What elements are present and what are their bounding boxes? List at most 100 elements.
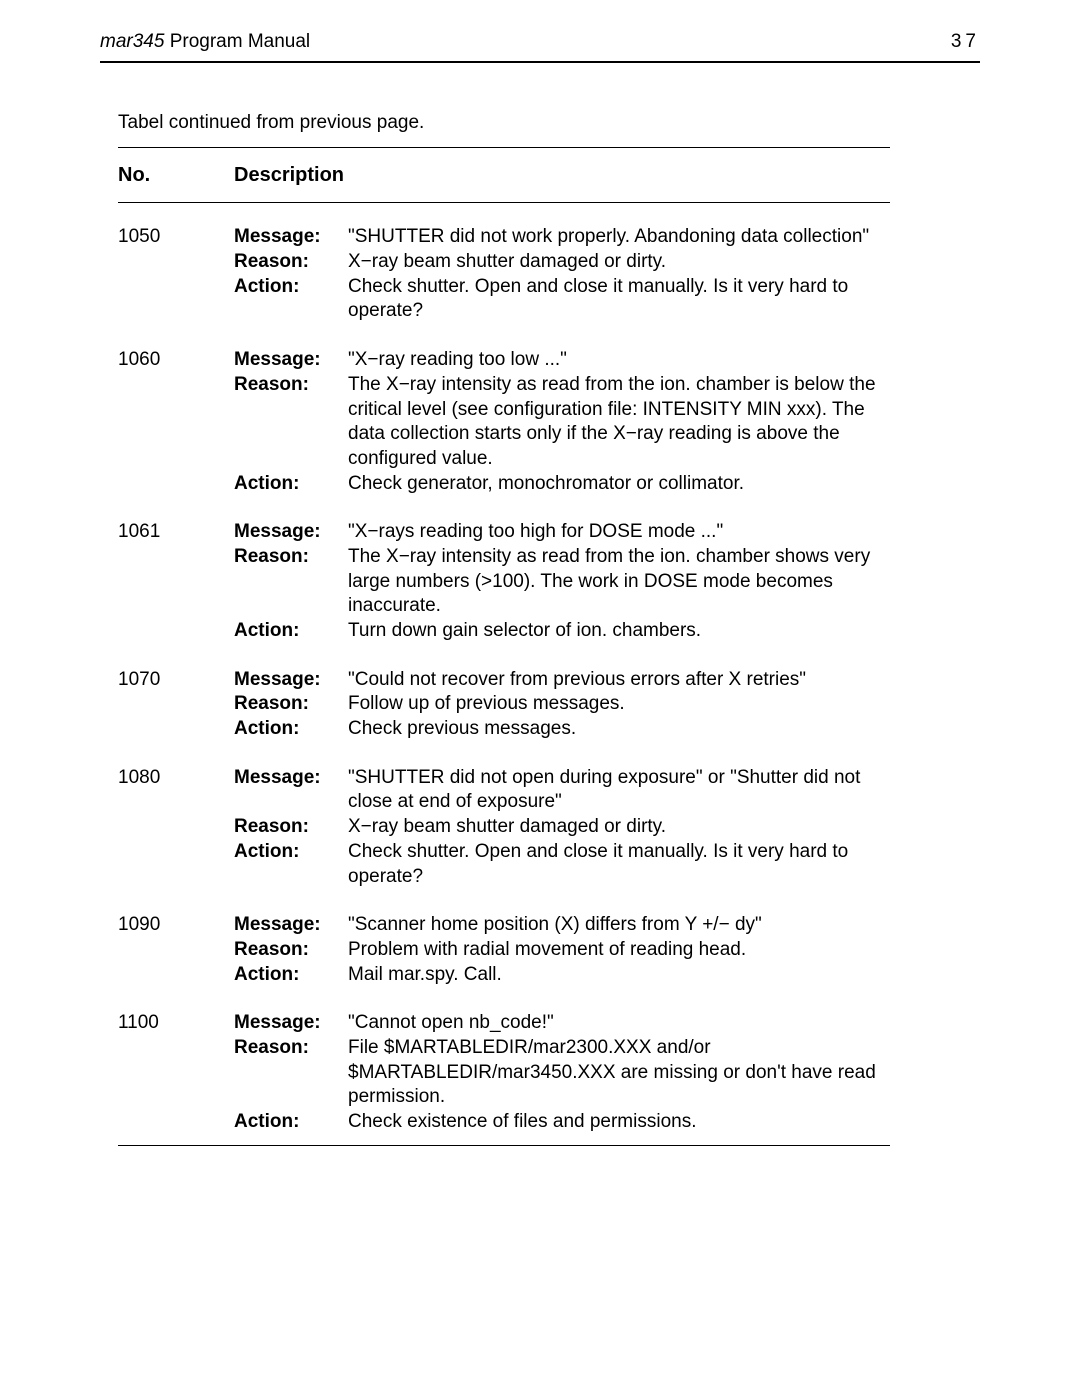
entry-details: Message:"X−ray reading too low ..."Reaso…	[234, 348, 890, 496]
entry: 1080Message:"SHUTTER did not open during…	[118, 766, 890, 889]
detail-row-message: Message:"Cannot open nb_code!"	[234, 1011, 890, 1036]
header-title-rest: Program Manual	[164, 31, 310, 52]
label-message: Message:	[234, 225, 348, 250]
detail-row-action: Action:Check shutter. Open and close it …	[234, 840, 890, 889]
entry: 1090Message:"Scanner home position (X) d…	[118, 913, 890, 987]
value-message: "Scanner home position (X) differs from …	[348, 913, 890, 938]
table-body: 1050Message:"SHUTTER did not work proper…	[118, 225, 890, 1134]
detail-row-message: Message:"X−ray reading too low ..."	[234, 348, 890, 373]
value-reason: X−ray beam shutter damaged or dirty.	[348, 250, 890, 275]
table-content: No. Description 1050Message:"SHUTTER did…	[118, 147, 890, 1145]
detail-row-reason: Reason:The X−ray intensity as read from …	[234, 545, 890, 619]
label-action: Action:	[234, 840, 348, 865]
detail-row-message: Message:"X−rays reading too high for DOS…	[234, 520, 890, 545]
table-row: 1100Message:"Cannot open nb_code!"Reason…	[118, 1011, 890, 1134]
label-action: Action:	[234, 963, 348, 988]
table-row: 1061Message:"X−rays reading too high for…	[118, 520, 890, 643]
detail-row-reason: Reason:Problem with radial movement of r…	[234, 938, 890, 963]
detail-row-message: Message:"SHUTTER did not work properly. …	[234, 225, 890, 250]
detail-row-reason: Reason:X−ray beam shutter damaged or dir…	[234, 250, 890, 275]
value-reason: The X−ray intensity as read from the ion…	[348, 373, 890, 472]
detail-row-message: Message:"Scanner home position (X) diffe…	[234, 913, 890, 938]
entry-number: 1061	[118, 520, 234, 545]
entry-details: Message:"Cannot open nb_code!"Reason:Fil…	[234, 1011, 890, 1134]
entry-number: 1100	[118, 1011, 234, 1036]
label-message: Message:	[234, 1011, 348, 1036]
label-reason: Reason:	[234, 545, 348, 570]
label-message: Message:	[234, 913, 348, 938]
entry: 1070Message:"Could not recover from prev…	[118, 668, 890, 742]
value-action: Check generator, monochromator or collim…	[348, 472, 890, 497]
value-action: Mail mar.spy. Call.	[348, 963, 890, 988]
value-reason: Problem with radial movement of reading …	[348, 938, 890, 963]
value-message: "Could not recover from previous errors …	[348, 668, 890, 693]
column-header-no: No.	[118, 162, 234, 188]
table-row: 1070Message:"Could not recover from prev…	[118, 668, 890, 742]
detail-row-reason: Reason:File $MARTABLEDIR/mar2300.XXX and…	[234, 1036, 890, 1110]
table-row: 1090Message:"Scanner home position (X) d…	[118, 913, 890, 987]
table-row: 1080Message:"SHUTTER did not open during…	[118, 766, 890, 889]
entry-details: Message:"SHUTTER did not work properly. …	[234, 225, 890, 324]
table-row: 1060Message:"X−ray reading too low ..."R…	[118, 348, 890, 496]
value-action: Check shutter. Open and close it manuall…	[348, 840, 890, 889]
table-caption: Tabel continued from previous page.	[118, 111, 980, 136]
entry-details: Message:"X−rays reading too high for DOS…	[234, 520, 890, 643]
value-reason: File $MARTABLEDIR/mar2300.XXX and/or $MA…	[348, 1036, 890, 1110]
value-action: Check existence of files and permissions…	[348, 1110, 890, 1135]
entry-number: 1060	[118, 348, 234, 373]
label-message: Message:	[234, 520, 348, 545]
value-reason: The X−ray intensity as read from the ion…	[348, 545, 890, 619]
page-header: mar345 Program Manual 37	[100, 30, 980, 63]
column-header-desc: Description	[234, 162, 344, 188]
label-action: Action:	[234, 275, 348, 300]
label-reason: Reason:	[234, 1036, 348, 1061]
label-action: Action:	[234, 717, 348, 742]
label-reason: Reason:	[234, 250, 348, 275]
entry-details: Message:"Could not recover from previous…	[234, 668, 890, 742]
entry-number: 1050	[118, 225, 234, 250]
label-action: Action:	[234, 619, 348, 644]
entry: 1050Message:"SHUTTER did not work proper…	[118, 225, 890, 324]
label-action: Action:	[234, 472, 348, 497]
entry: 1100Message:"Cannot open nb_code!"Reason…	[118, 1011, 890, 1134]
entry: 1060Message:"X−ray reading too low ..."R…	[118, 348, 890, 496]
label-reason: Reason:	[234, 692, 348, 717]
value-message: "Cannot open nb_code!"	[348, 1011, 890, 1036]
label-message: Message:	[234, 766, 348, 791]
value-action: Check previous messages.	[348, 717, 890, 742]
entry-details: Message:"SHUTTER did not open during exp…	[234, 766, 890, 889]
value-reason: Follow up of previous messages.	[348, 692, 890, 717]
label-reason: Reason:	[234, 373, 348, 398]
detail-row-message: Message:"SHUTTER did not open during exp…	[234, 766, 890, 815]
detail-row-action: Action:Mail mar.spy. Call.	[234, 963, 890, 988]
page-number: 37	[951, 30, 980, 55]
detail-row-action: Action:Turn down gain selector of ion. c…	[234, 619, 890, 644]
label-reason: Reason:	[234, 938, 348, 963]
entry-number: 1070	[118, 668, 234, 693]
label-action: Action:	[234, 1110, 348, 1135]
value-message: "X−ray reading too low ..."	[348, 348, 890, 373]
detail-row-action: Action:Check generator, monochromator or…	[234, 472, 890, 497]
entry-details: Message:"Scanner home position (X) diffe…	[234, 913, 890, 987]
value-action: Check shutter. Open and close it manuall…	[348, 275, 890, 324]
detail-row-action: Action:Check previous messages.	[234, 717, 890, 742]
detail-row-reason: Reason:The X−ray intensity as read from …	[234, 373, 890, 472]
table-row: 1050Message:"SHUTTER did not work proper…	[118, 225, 890, 324]
detail-row-message: Message:"Could not recover from previous…	[234, 668, 890, 693]
entry-number: 1080	[118, 766, 234, 791]
value-action: Turn down gain selector of ion. chambers…	[348, 619, 890, 644]
header-title: mar345 Program Manual	[100, 30, 310, 55]
value-message: "SHUTTER did not work properly. Abandoni…	[348, 225, 890, 250]
label-message: Message:	[234, 348, 348, 373]
value-message: "X−rays reading too high for DOSE mode .…	[348, 520, 890, 545]
detail-row-action: Action:Check shutter. Open and close it …	[234, 275, 890, 324]
detail-row-reason: Reason:X−ray beam shutter damaged or dir…	[234, 815, 890, 840]
rule-bottom	[118, 1145, 890, 1146]
entry: 1061Message:"X−rays reading too high for…	[118, 520, 890, 643]
detail-row-reason: Reason:Follow up of previous messages.	[234, 692, 890, 717]
value-message: "SHUTTER did not open during exposure" o…	[348, 766, 890, 815]
label-message: Message:	[234, 668, 348, 693]
entry-number: 1090	[118, 913, 234, 938]
table-header-row: No. Description	[118, 148, 890, 202]
header-title-italic: mar345	[100, 31, 164, 52]
